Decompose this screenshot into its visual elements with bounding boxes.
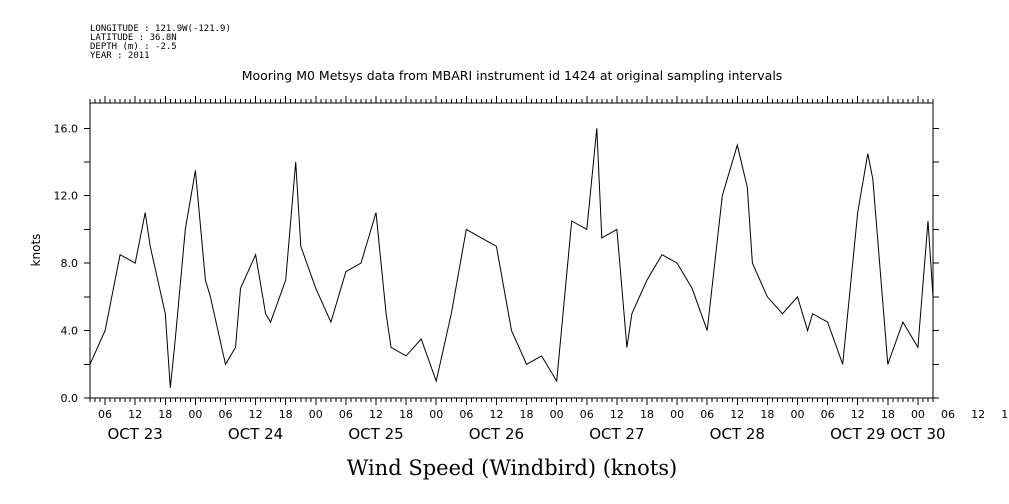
x-hour-label: 18 <box>399 408 413 421</box>
longitude-label: LONGITUDE : 121.9W(-121.9) <box>90 24 231 34</box>
x-hour-label: 18 <box>520 408 534 421</box>
x-hour-label: 12 <box>730 408 744 421</box>
x-hour-label: 00 <box>429 408 443 421</box>
depth-label: DEPTH (m) : -2.5 <box>90 42 177 52</box>
x-hour-label: 00 <box>188 408 202 421</box>
x-hour-label: 06 <box>580 408 594 421</box>
x-hour-label: 06 <box>339 408 353 421</box>
plot-frame <box>89 102 934 399</box>
x-date-label: OCT 25 <box>348 425 403 443</box>
x-hour-label: 18 <box>640 408 654 421</box>
x-hour-label: 18 <box>279 408 293 421</box>
x-hour-label: 18 <box>881 408 895 421</box>
x-axis-label: Wind Speed (Windbird) (knots) <box>347 456 677 480</box>
ticks-layer <box>84 96 939 405</box>
labels-layer: 0.0 4.0 8.0 12.0 16.0 06 12 18 00 06 12 18 00 06 12 18 0… <box>54 122 1009 443</box>
latitude-label: LATITUDE : 36.8N <box>90 33 177 43</box>
y-tick-label: 8.0 <box>61 257 79 270</box>
x-hour-label: 06 <box>821 408 835 421</box>
year-label: YEAR : 2011 <box>90 51 150 61</box>
x-hour-label: 00 <box>911 408 925 421</box>
x-hour-label: 00 <box>791 408 805 421</box>
x-date-label: OCT 23 <box>108 425 163 443</box>
x-hour-label: 12 <box>489 408 503 421</box>
chart-title: Mooring M0 Metsys data from MBARI instru… <box>242 68 783 83</box>
x-hour-label: 12 <box>369 408 383 421</box>
x-hour-label: 00 <box>670 408 684 421</box>
x-hour-label: 06 <box>700 408 714 421</box>
y-tick-label: 12.0 <box>54 190 79 203</box>
x-hour-label: 18 <box>760 408 774 421</box>
x-date-label: OCT 24 <box>228 425 283 443</box>
x-hour-label: 06 <box>98 408 112 421</box>
wind-speed-series-line <box>89 128 934 388</box>
y-axis-label: knots <box>29 234 43 267</box>
x-hour-label: 06 <box>459 408 473 421</box>
x-hour-label: 12 <box>610 408 624 421</box>
x-hour-label: 18 <box>1001 408 1009 421</box>
x-hour-label: 12 <box>971 408 985 421</box>
y-tick-label: 16.0 <box>54 122 79 135</box>
x-hour-label: 06 <box>218 408 232 421</box>
x-date-label: OCT 30 <box>890 425 945 443</box>
x-hour-label: 12 <box>851 408 865 421</box>
x-hour-label: 00 <box>550 408 564 421</box>
x-hour-label: 00 <box>309 408 323 421</box>
x-hour-label: 12 <box>249 408 263 421</box>
x-date-label: OCT 26 <box>469 425 524 443</box>
x-hour-label: 06 <box>941 408 955 421</box>
x-hour-label: 18 <box>158 408 172 421</box>
y-tick-label: 4.0 <box>61 325 79 338</box>
x-date-label: OCT 29 <box>830 425 885 443</box>
x-date-label: OCT 27 <box>589 425 644 443</box>
y-tick-label: 0.0 <box>61 392 79 405</box>
x-date-label: OCT 28 <box>710 425 765 443</box>
x-hour-label: 12 <box>128 408 142 421</box>
